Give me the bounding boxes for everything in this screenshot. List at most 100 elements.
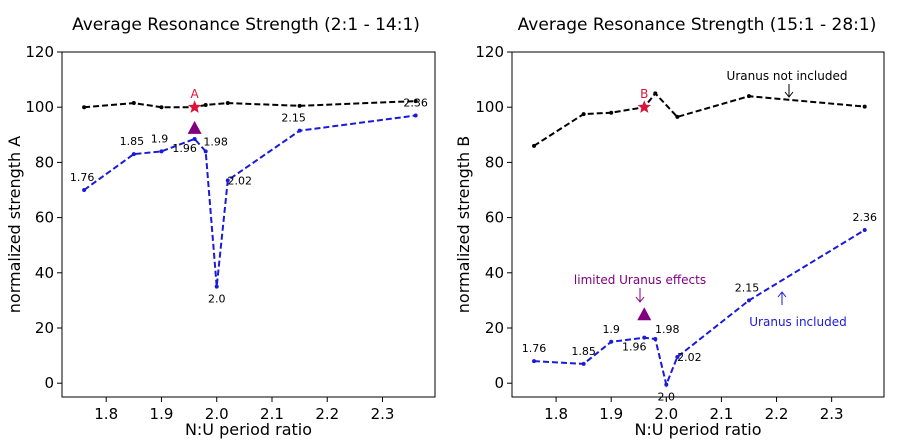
y-axis-label: normalized strength A xyxy=(5,136,24,313)
point-label: 2.36 xyxy=(852,211,877,224)
data-point xyxy=(297,103,302,108)
triangle-marker xyxy=(637,307,652,321)
star-marker xyxy=(188,100,202,113)
data-point xyxy=(862,228,867,233)
annotation-arrowhead xyxy=(635,296,645,303)
x-tick-label: 2.1 xyxy=(260,405,284,423)
triangle-marker xyxy=(187,120,202,134)
point-label: 2.36 xyxy=(403,96,428,109)
annotation-text: Uranus included xyxy=(749,315,846,329)
data-point xyxy=(225,101,230,106)
x-tick-label: 2.3 xyxy=(371,405,395,423)
point-label: 1.9 xyxy=(602,323,620,336)
data-point xyxy=(642,335,647,340)
star-marker xyxy=(637,100,651,113)
annotation-text: Uranus not included xyxy=(727,69,848,83)
data-point xyxy=(609,339,614,344)
data-point xyxy=(653,337,658,342)
x-tick-label: 1.9 xyxy=(150,405,174,423)
y-tick-label: 40 xyxy=(485,264,504,282)
chart-panel-1: Average Resonance Strength (2:1 - 14:1) 1… xyxy=(5,15,436,439)
data-point xyxy=(159,149,164,154)
point-label: 1.76 xyxy=(522,342,547,355)
y-tick-label: 80 xyxy=(485,153,504,171)
x-tick-label: 2.0 xyxy=(205,405,229,423)
point-label: 2.0 xyxy=(208,293,226,306)
data-point xyxy=(532,143,537,148)
plot-frame xyxy=(61,51,436,398)
data-point xyxy=(131,152,136,157)
x-axis-label: N:U period ratio xyxy=(185,420,312,439)
x-axis-label: N:U period ratio xyxy=(634,420,761,439)
point-label: 1.98 xyxy=(203,135,228,148)
data-point xyxy=(82,105,87,110)
point-label: 2.0 xyxy=(658,391,676,404)
x-tick-label: 1.8 xyxy=(544,405,568,423)
data-point xyxy=(131,101,136,106)
y-tick-label: 20 xyxy=(35,319,54,337)
data-point xyxy=(413,99,418,104)
x-tick-label: 2.3 xyxy=(820,405,844,423)
y-tick-label: 120 xyxy=(25,43,54,61)
star-marker-label: B xyxy=(640,87,648,101)
y-tick-label: 0 xyxy=(44,374,54,392)
annotation-text: limited Uranus effects xyxy=(574,273,706,287)
y-tick-label: 60 xyxy=(35,209,54,227)
data-point xyxy=(413,113,418,118)
data-point xyxy=(203,102,208,107)
data-point xyxy=(675,354,680,359)
y-tick-label: 120 xyxy=(475,43,504,61)
data-point xyxy=(675,114,680,119)
point-label: 2.02 xyxy=(228,174,253,187)
chart-title: Average Resonance Strength (15:1 - 28:1) xyxy=(518,15,877,35)
data-point xyxy=(192,136,197,141)
point-label: 1.76 xyxy=(70,171,95,184)
x-tick-label: 1.9 xyxy=(599,405,623,423)
point-label: 1.9 xyxy=(151,132,169,145)
data-point xyxy=(214,284,219,289)
point-label: 1.96 xyxy=(172,142,197,155)
y-tick-label: 40 xyxy=(35,264,54,282)
y-tick-label: 80 xyxy=(35,153,54,171)
data-point xyxy=(532,359,537,364)
point-label: 1.98 xyxy=(655,323,680,336)
data-point xyxy=(159,105,164,110)
data-point xyxy=(746,298,751,303)
series-line-2 xyxy=(83,114,416,287)
point-label: 1.85 xyxy=(571,345,596,358)
star-marker-label: A xyxy=(191,87,200,101)
y-tick-label: 60 xyxy=(485,209,504,227)
x-tick-label: 2.2 xyxy=(765,405,789,423)
x-tick-label: 1.8 xyxy=(94,405,118,423)
point-label: 2.15 xyxy=(735,281,760,294)
data-point xyxy=(609,110,614,115)
y-axis-label: normalized strength B xyxy=(454,136,473,313)
chart-panel-2: Average Resonance Strength (15:1 - 28:1)… xyxy=(454,15,885,439)
data-point xyxy=(664,382,669,387)
y-tick-label: 0 xyxy=(494,374,504,392)
data-point xyxy=(581,361,586,366)
data-point xyxy=(862,104,867,109)
data-point xyxy=(203,149,208,154)
data-point xyxy=(297,128,302,133)
y-tick-label: 100 xyxy=(475,98,504,116)
data-point xyxy=(653,91,658,96)
x-tick-label: 2.0 xyxy=(654,405,678,423)
data-point xyxy=(581,112,586,117)
point-label: 2.02 xyxy=(677,351,702,364)
point-label: 2.15 xyxy=(281,112,306,125)
x-tick-label: 2.1 xyxy=(709,405,733,423)
data-point xyxy=(225,178,230,183)
annotation-arrowhead xyxy=(777,291,787,298)
point-label: 1.85 xyxy=(120,135,145,148)
plot-frame xyxy=(511,51,885,398)
data-point xyxy=(82,188,87,192)
y-tick-label: 20 xyxy=(485,319,504,337)
data-point xyxy=(746,94,751,99)
series-line-1 xyxy=(84,100,416,109)
series-line-1 xyxy=(533,91,865,147)
x-tick-label: 2.2 xyxy=(315,405,339,423)
point-label: 1.96 xyxy=(622,341,647,354)
annotation-arrowhead xyxy=(784,91,794,98)
